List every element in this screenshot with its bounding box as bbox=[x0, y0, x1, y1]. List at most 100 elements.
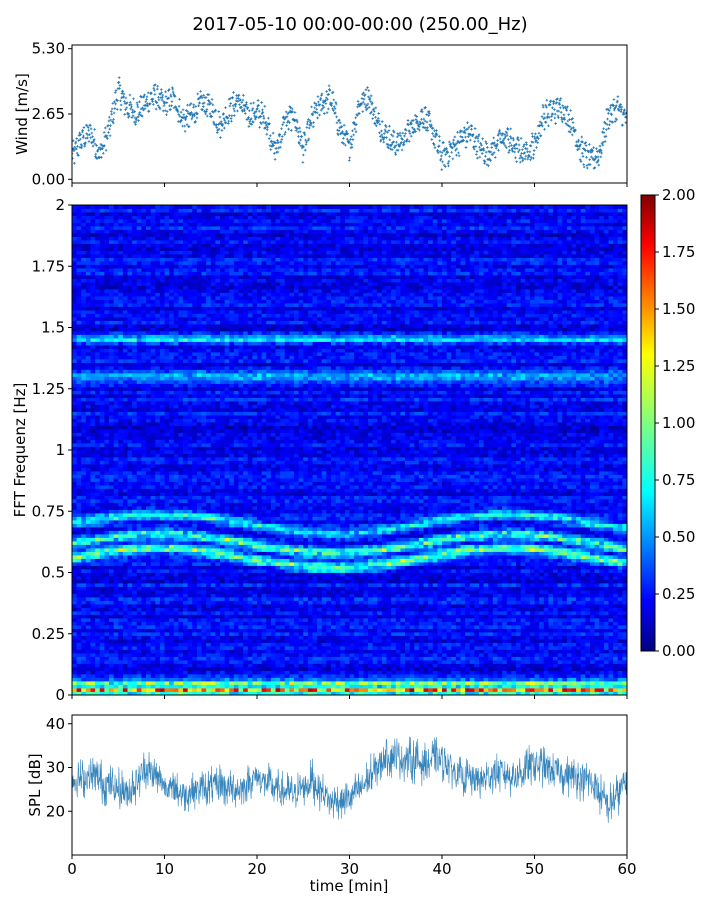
spectrogram-cell bbox=[118, 691, 124, 695]
spectrogram-cell bbox=[307, 639, 313, 643]
spectrogram-cell bbox=[516, 621, 522, 626]
spectrogram-cell bbox=[261, 691, 267, 695]
wind-point bbox=[109, 118, 113, 122]
wind-point bbox=[111, 102, 115, 105]
spectrogram-cell bbox=[580, 611, 586, 615]
wind-point bbox=[208, 112, 212, 116]
spectrogram-cell bbox=[270, 635, 276, 640]
spectrogram-cell bbox=[455, 590, 461, 594]
spectrogram-cell bbox=[247, 597, 253, 601]
spectrogram-cell bbox=[109, 604, 115, 608]
spectrogram-cell bbox=[525, 663, 531, 668]
spectrogram-cell bbox=[455, 604, 461, 608]
spectrogram-cell bbox=[525, 604, 531, 608]
spectrogram-cell bbox=[497, 670, 503, 675]
wind-point bbox=[251, 107, 255, 110]
spectrogram-cell bbox=[307, 625, 313, 629]
spectrogram-cell bbox=[233, 590, 239, 594]
spectrogram-cell bbox=[150, 691, 156, 695]
spectrogram-cell bbox=[617, 663, 623, 668]
spectrogram-cell bbox=[622, 691, 627, 695]
wind-point bbox=[159, 88, 163, 91]
wind-point bbox=[369, 94, 373, 98]
spectrogram-cell bbox=[220, 670, 226, 675]
spectrogram-cell bbox=[270, 649, 276, 654]
wind-point bbox=[464, 135, 467, 139]
spectrogram-cell bbox=[613, 611, 619, 615]
spectrogram-cell bbox=[599, 667, 605, 671]
spectrogram-cell bbox=[622, 635, 627, 640]
wind-point bbox=[196, 112, 199, 115]
spectrogram-cell bbox=[506, 681, 512, 685]
spectrogram-cell bbox=[159, 611, 165, 615]
spectrogram-cell bbox=[178, 639, 184, 643]
spectrogram-cell bbox=[289, 597, 295, 601]
spectrogram-cell bbox=[391, 646, 397, 650]
wind-point bbox=[608, 123, 611, 127]
spectrogram-cell bbox=[590, 621, 596, 626]
spectrogram-cell bbox=[224, 660, 230, 664]
spectrogram-cell bbox=[122, 663, 128, 668]
spectrogram-cell bbox=[529, 635, 535, 640]
spectrogram-cell bbox=[141, 670, 147, 675]
spectrogram-cell bbox=[270, 593, 276, 598]
wind-point bbox=[283, 117, 287, 121]
wind-point bbox=[250, 123, 254, 126]
wind-point bbox=[153, 93, 157, 96]
spectrogram-cell bbox=[289, 618, 295, 622]
spectrogram-cell bbox=[298, 632, 304, 636]
wind-point bbox=[349, 135, 353, 138]
wind-point bbox=[541, 105, 545, 109]
spectrogram-cell bbox=[358, 670, 364, 675]
wind-point bbox=[492, 151, 496, 154]
spectrogram-cell bbox=[580, 600, 586, 605]
spectrogram-cell bbox=[81, 670, 87, 675]
spectrogram-cell bbox=[243, 677, 249, 682]
wind-point bbox=[144, 104, 148, 107]
wind-point bbox=[490, 146, 494, 149]
spectrogram-cell bbox=[437, 663, 443, 668]
spectrogram-cell bbox=[289, 660, 295, 664]
wind-point bbox=[370, 110, 373, 114]
wind-point bbox=[232, 107, 236, 111]
spectrogram-cell bbox=[400, 667, 406, 671]
wind-panel: 0.002.655.30 Wind [m/s] bbox=[13, 40, 628, 188]
wind-point bbox=[184, 116, 188, 120]
spectrogram-cell bbox=[294, 628, 300, 633]
spectrogram-cell bbox=[428, 656, 434, 661]
spectrogram-cell bbox=[146, 614, 152, 619]
wind-point bbox=[596, 160, 599, 164]
spectrogram-cell bbox=[539, 674, 545, 678]
spectrogram-cell bbox=[432, 660, 438, 664]
spectrogram-cell bbox=[562, 677, 568, 682]
spectrogram-cell bbox=[183, 663, 189, 668]
spectrogram-cell bbox=[571, 604, 577, 608]
spectrogram-cell bbox=[275, 660, 281, 664]
spectrogram-cell bbox=[210, 625, 216, 629]
spectrogram-cell bbox=[220, 593, 226, 598]
spectrogram-cell bbox=[571, 691, 577, 695]
spectrogram-cell bbox=[317, 656, 323, 661]
wind-point bbox=[155, 87, 159, 91]
spectrogram-cell bbox=[571, 621, 577, 626]
spectrogram-cell bbox=[349, 628, 355, 633]
spectrogram-cell bbox=[122, 607, 128, 612]
spectrogram-cell bbox=[340, 614, 346, 619]
spectrogram-cell bbox=[585, 618, 591, 622]
spectrogram-cell bbox=[109, 611, 115, 615]
spectrogram-cell bbox=[331, 663, 337, 668]
spectrogram-cell bbox=[238, 604, 244, 608]
wind-point bbox=[194, 105, 198, 108]
spectrogram-cell bbox=[183, 642, 189, 647]
wind-point bbox=[213, 122, 216, 126]
spectrogram-cell bbox=[469, 670, 475, 675]
spectrogram-cell bbox=[192, 663, 198, 668]
spectrogram-cell bbox=[247, 632, 253, 636]
spectrogram-cell bbox=[99, 663, 105, 668]
spectrogram-cell bbox=[164, 614, 170, 619]
spectrogram-cell bbox=[423, 649, 429, 654]
spectrogram-cell bbox=[571, 625, 577, 629]
spectrogram-cell bbox=[590, 649, 596, 654]
spectrogram-cell bbox=[109, 607, 115, 612]
wind-point bbox=[159, 92, 162, 96]
